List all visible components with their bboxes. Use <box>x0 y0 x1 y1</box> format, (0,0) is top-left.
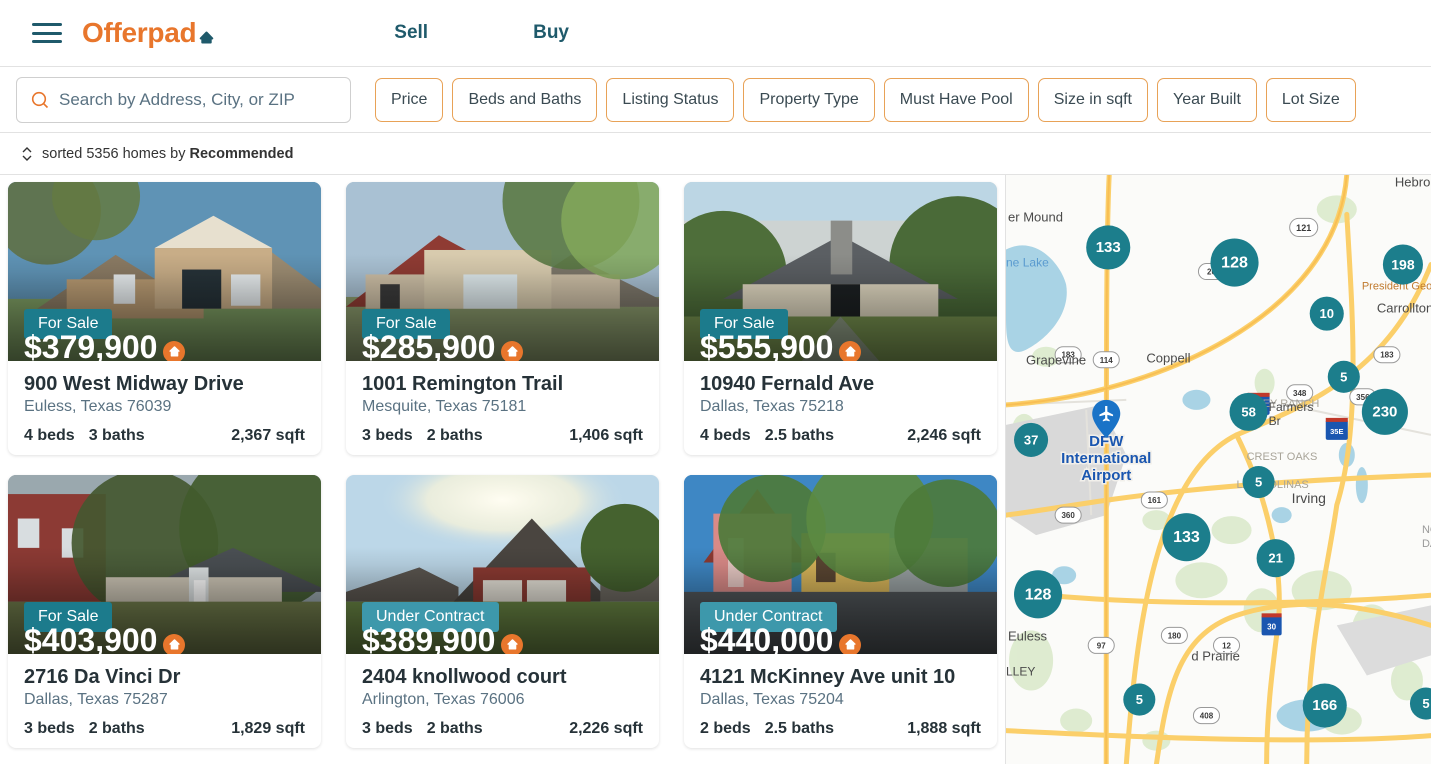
svg-text:128: 128 <box>1221 254 1248 272</box>
svg-text:CREST OAKS: CREST OAKS <box>1247 451 1318 463</box>
svg-text:International: International <box>1061 450 1151 467</box>
svg-text:97: 97 <box>1097 641 1106 650</box>
svg-text:58: 58 <box>1241 404 1255 419</box>
svg-text:180: 180 <box>1168 631 1182 640</box>
svg-text:Airport: Airport <box>1081 467 1131 484</box>
svg-text:161: 161 <box>1148 496 1162 505</box>
svg-text:114: 114 <box>1100 356 1113 365</box>
svg-text:35E: 35E <box>1330 427 1343 436</box>
svg-text:37: 37 <box>1024 432 1038 447</box>
svg-text:10: 10 <box>1320 306 1334 321</box>
svg-text:Euless: Euless <box>1008 628 1048 643</box>
svg-text:5: 5 <box>1422 696 1429 711</box>
svg-text:5: 5 <box>1340 369 1347 384</box>
svg-text:121: 121 <box>1296 223 1311 233</box>
svg-text:30: 30 <box>1267 622 1276 631</box>
svg-text:408: 408 <box>1200 712 1214 721</box>
svg-text:d Prairie: d Prairie <box>1191 648 1239 663</box>
svg-text:198: 198 <box>1391 257 1415 273</box>
svg-text:Irving: Irving <box>1292 490 1326 506</box>
svg-text:Farmers: Farmers <box>1269 400 1314 414</box>
svg-text:128: 128 <box>1025 585 1052 603</box>
svg-text:Hebron: Hebron <box>1395 175 1431 189</box>
svg-text:Grapevine: Grapevine <box>1026 353 1086 368</box>
svg-text:Carrollton: Carrollton <box>1377 301 1431 316</box>
svg-text:183: 183 <box>1380 351 1394 360</box>
svg-text:5: 5 <box>1136 692 1143 707</box>
svg-text:ne Lake: ne Lake <box>1006 256 1049 270</box>
svg-text:Coppell: Coppell <box>1146 351 1190 366</box>
svg-text:348: 348 <box>1293 389 1307 398</box>
svg-text:Br: Br <box>1269 414 1281 428</box>
svg-text:NORTHWEST: NORTHWEST <box>1422 524 1431 536</box>
svg-text:166: 166 <box>1312 697 1337 714</box>
svg-text:230: 230 <box>1372 403 1397 420</box>
svg-text:360: 360 <box>1061 511 1075 520</box>
svg-text:133: 133 <box>1173 528 1200 546</box>
svg-text:21: 21 <box>1268 551 1282 566</box>
svg-text:DALLAS: DALLAS <box>1422 538 1431 550</box>
svg-text:133: 133 <box>1096 239 1121 256</box>
svg-text:er Mound: er Mound <box>1008 209 1063 224</box>
svg-text:LLEY: LLEY <box>1006 664 1035 678</box>
svg-text:5: 5 <box>1255 475 1262 490</box>
